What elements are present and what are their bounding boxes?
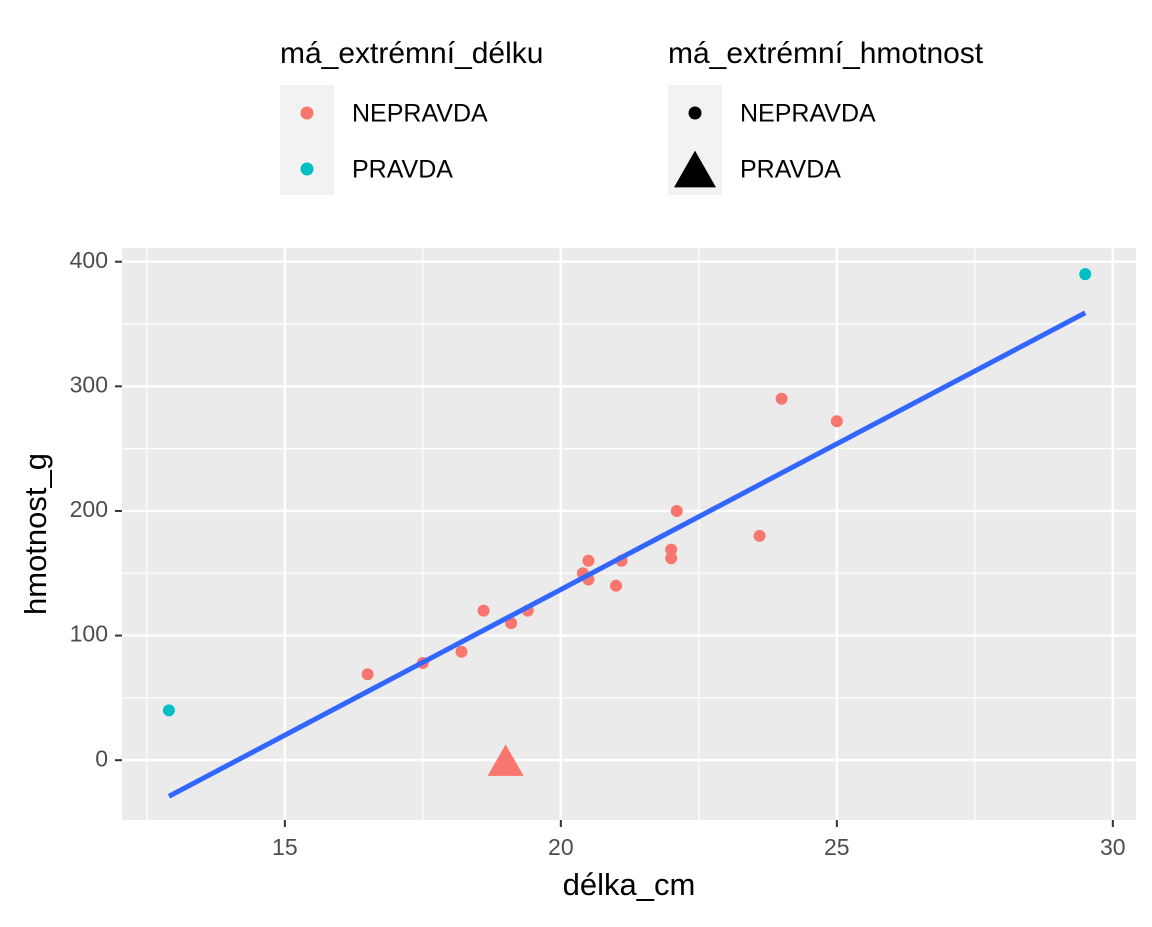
point [455,645,468,658]
point [670,504,683,517]
y-axis-title: hmotnost_g [18,453,53,615]
point [830,415,843,428]
point [582,554,595,567]
y-tick-label: 100 [70,621,108,647]
y-tick-label: 300 [70,371,108,397]
y-tick-label: 0 [95,745,108,771]
point [665,552,678,565]
point [162,704,175,717]
trend-line [167,310,1087,799]
legend-key [688,106,702,120]
legend-label: NEPRAVDA [352,100,488,128]
point [775,392,788,405]
x-tick-label: 20 [548,834,574,860]
y-tick-label: 400 [70,247,108,273]
triangle-point [487,744,524,776]
point [665,543,678,556]
x-axis-title: délka_cm [563,867,696,902]
legend-key [300,106,314,120]
y-tick-label: 200 [70,496,108,522]
legend-label: NEPRAVDA [740,100,876,128]
plot-panel [122,248,1136,820]
legend-title: má_extrémní_délku [280,37,543,70]
point [1079,268,1092,281]
legend-key-background [280,85,334,195]
legend-label: PRAVDA [740,156,841,184]
legend-title: má_extrémní_hmotnost [668,37,984,70]
point [477,604,490,617]
legend-key [300,162,314,176]
legend-label: PRAVDA [352,156,453,184]
point [610,579,623,592]
x-tick-label: 15 [272,834,298,860]
point [753,529,766,542]
point [361,668,374,681]
legend-key [674,150,716,188]
x-tick-label: 30 [1100,834,1126,860]
x-tick-label: 25 [824,834,850,860]
